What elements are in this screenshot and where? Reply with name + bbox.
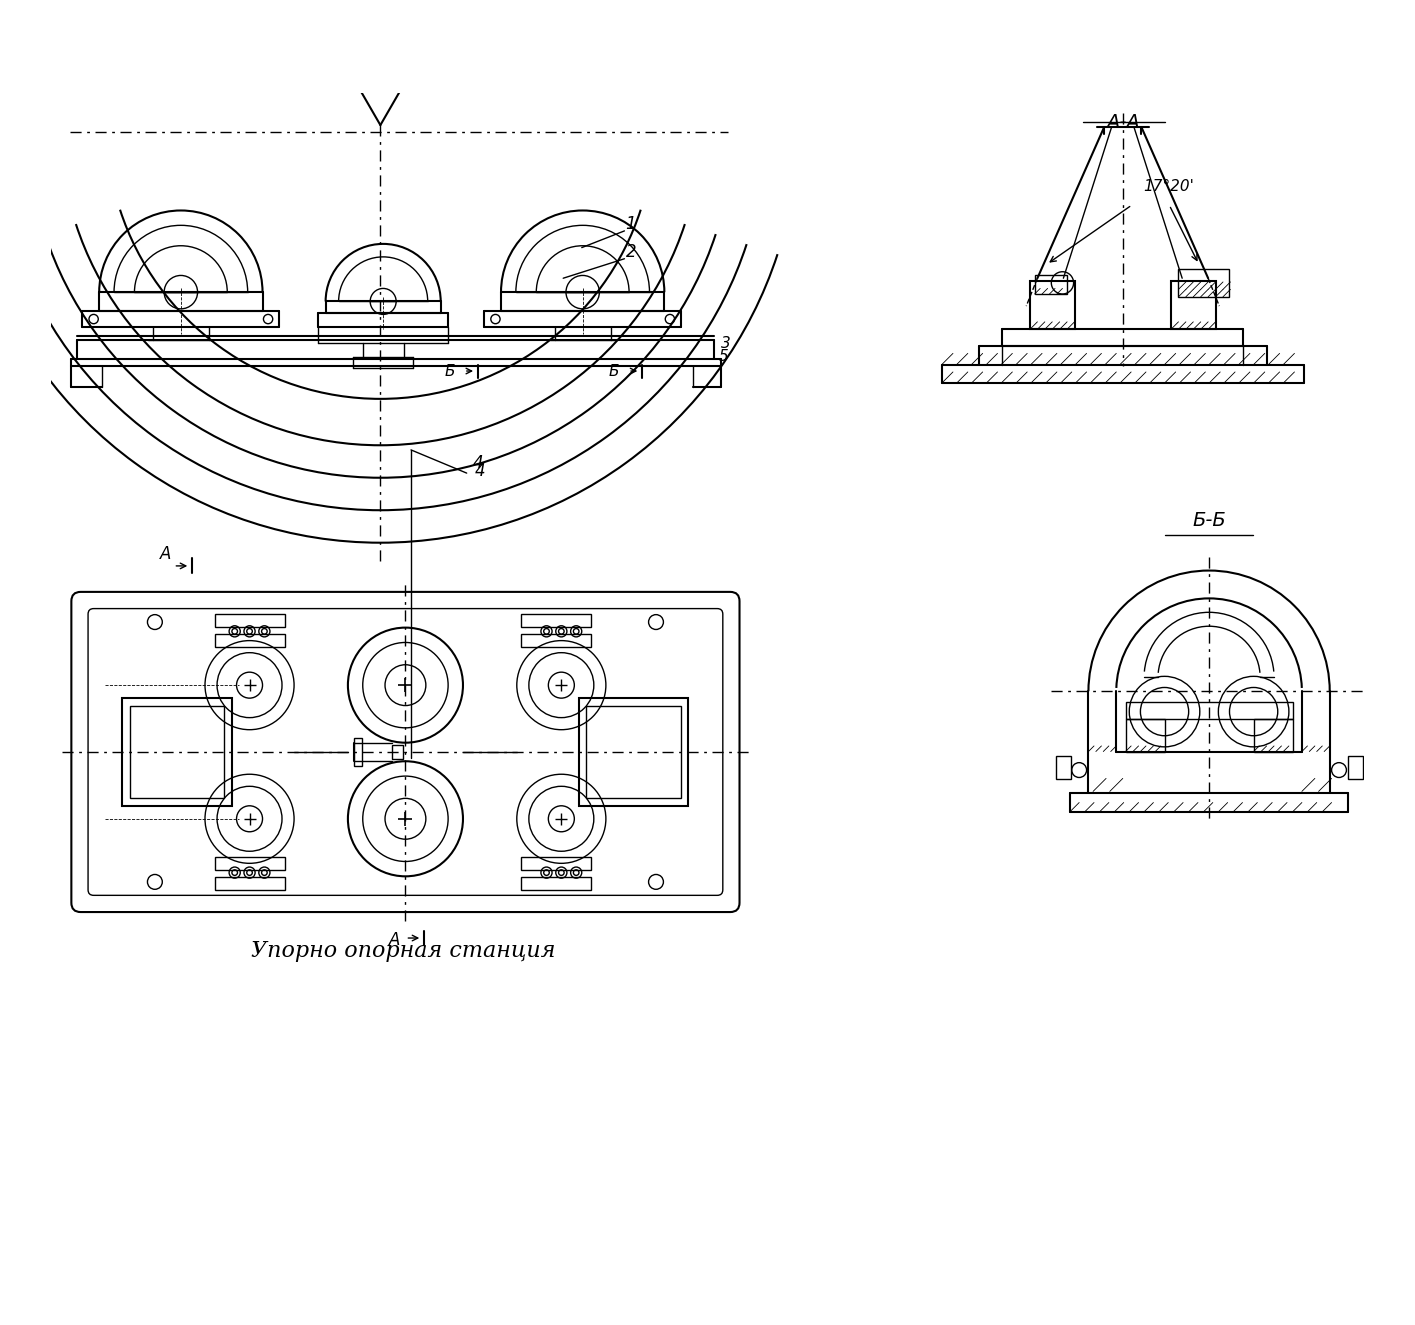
Bar xyxy=(354,738,362,766)
Bar xyxy=(392,745,403,759)
Text: 5: 5 xyxy=(719,348,729,364)
Bar xyxy=(215,613,284,627)
Bar xyxy=(215,877,284,890)
Bar xyxy=(215,635,284,647)
Text: 2: 2 xyxy=(625,242,637,261)
Bar xyxy=(1125,719,1165,751)
Text: Упорно опорная станция: Упорно опорная станция xyxy=(252,939,556,962)
Bar xyxy=(130,706,225,799)
Bar xyxy=(1348,757,1363,779)
Bar xyxy=(1030,281,1074,330)
Text: 3: 3 xyxy=(722,335,730,351)
Bar xyxy=(1172,281,1215,330)
Bar xyxy=(1254,719,1292,751)
Text: 4: 4 xyxy=(474,462,485,480)
Text: Б: Б xyxy=(444,363,456,379)
Bar xyxy=(1179,269,1230,297)
Text: 1: 1 xyxy=(625,215,637,233)
Bar xyxy=(586,706,681,799)
Bar xyxy=(522,635,591,647)
Bar xyxy=(1125,702,1292,719)
Bar xyxy=(215,857,284,869)
Text: Б: Б xyxy=(608,363,620,379)
Text: A-A: A-A xyxy=(1107,113,1139,132)
Bar xyxy=(522,877,591,890)
Text: 4: 4 xyxy=(473,454,483,473)
Bar xyxy=(579,698,689,806)
Bar xyxy=(1056,757,1071,779)
Bar xyxy=(522,613,591,627)
Text: A: A xyxy=(160,546,171,563)
Text: 17°20': 17°20' xyxy=(1143,179,1194,193)
Bar xyxy=(1034,276,1067,294)
Bar xyxy=(522,857,591,869)
Text: 60°: 60° xyxy=(424,0,457,4)
Text: Б-Б: Б-Б xyxy=(1193,511,1225,530)
Text: A: A xyxy=(389,930,400,949)
Bar xyxy=(123,698,232,806)
